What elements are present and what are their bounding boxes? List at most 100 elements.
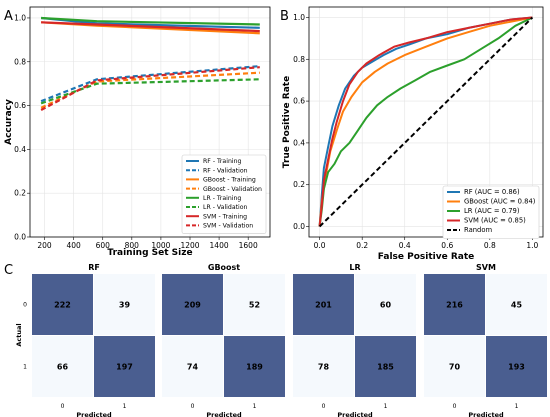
matrix-cell	[94, 336, 155, 397]
matrix-cell-value: 70	[449, 363, 461, 372]
matrix-cell-value: 185	[377, 363, 394, 372]
x-axis-label: Training Set Size	[107, 248, 192, 258]
x-tick-label: 1	[123, 403, 127, 410]
legend-box	[442, 185, 540, 239]
x-axis-label: Predicted	[76, 411, 112, 417]
legend-item: RF (AUC = 0.86)	[464, 188, 520, 196]
y-tick-label: 0.4	[14, 145, 26, 154]
y-tick-label: 0.6	[293, 97, 305, 106]
y-tick-label: 0.8	[14, 57, 26, 66]
panel-label-c: C	[4, 263, 13, 278]
x-tick-label: 600	[96, 241, 111, 250]
legend-item: GBoost (AUC = 0.84)	[464, 198, 536, 206]
matrix-cell	[293, 274, 354, 335]
roc-curve-chart: 0.0 0.2 0.4 0.6 0.8 1.0 0.0 0.2 0.4 0.6 0.8 1.0 Fals…	[282, 6, 544, 262]
matrix-cell-value: 222	[54, 301, 71, 310]
x-tick-label: 1400	[210, 241, 229, 250]
matrix-cell-value: 78	[318, 363, 330, 372]
x-axis-label: Predicted	[206, 411, 242, 417]
series-line	[40, 78, 260, 105]
x-tick-label: 0.8	[484, 241, 496, 250]
panel-label-b: B	[280, 9, 289, 24]
legend-item: SVM - Training	[203, 213, 247, 220]
roc-curve	[318, 16, 533, 227]
legend-item: SVM - Validation	[203, 223, 253, 230]
matrix-cell	[293, 336, 354, 397]
series-line	[40, 66, 260, 111]
legend-item: GBoost - Validation	[203, 186, 262, 193]
x-axis-label: Predicted	[468, 411, 504, 417]
y-tick-label: 0.0	[14, 233, 26, 242]
matrix-cell-value: 201	[315, 301, 332, 310]
y-axis-label: Actual	[15, 323, 23, 346]
x-tick-label: 1	[253, 403, 257, 410]
y-tick-label: 0.2	[14, 189, 26, 198]
matrix-title: SVM	[476, 263, 496, 272]
matrix-cell	[355, 274, 416, 335]
matrix-title: GBoost	[208, 263, 240, 272]
x-tick-label: 1.0	[526, 241, 538, 250]
plot-frame	[308, 6, 544, 238]
matrix-cell	[224, 274, 285, 335]
y-tick-label: 0.8	[293, 55, 305, 64]
legend-item: LR - Validation	[203, 204, 248, 211]
x-tick-label: 0	[191, 403, 195, 410]
y-axis-label: True Positive Rate	[282, 76, 292, 168]
y-tick-label: 1	[23, 364, 27, 371]
x-tick-label: 1600	[239, 241, 258, 250]
y-axis-label: Accuracy	[4, 99, 14, 145]
matrix-cell	[94, 274, 155, 335]
matrix-cell-value: 216	[446, 301, 463, 310]
x-tick-label: 200	[37, 241, 52, 250]
x-tick-label: 0	[322, 403, 326, 410]
matrix-cell	[355, 336, 416, 397]
matrix-cell-value: 74	[187, 363, 199, 372]
legend-item: RF - Training	[203, 158, 242, 165]
matrix-cell-value: 197	[116, 363, 133, 372]
legend-box	[181, 154, 267, 234]
matrix-title: RF	[88, 263, 100, 272]
matrix-cell-value: 52	[249, 301, 260, 310]
matrix-cell-value: 189	[246, 363, 263, 372]
x-tick-label: 0.2	[356, 241, 368, 250]
x-tick-label: 1200	[180, 241, 199, 250]
y-tick-label: 0.4	[293, 138, 305, 147]
matrix-cell	[224, 336, 285, 397]
plot-frame	[29, 6, 271, 238]
matrix-cell	[424, 274, 485, 335]
x-tick-label: 1	[384, 403, 388, 410]
matrix-cell	[162, 274, 223, 335]
series-line	[40, 71, 260, 109]
matrix-cell-value: 45	[511, 301, 523, 310]
matrix-cell-value: 60	[380, 301, 392, 310]
matrix-cell	[32, 336, 93, 397]
panel-label-a: A	[4, 9, 13, 24]
matrix-cell	[32, 274, 93, 335]
x-tick-label: 1	[515, 403, 519, 410]
matrix-cell	[486, 336, 547, 397]
x-tick-label: 1000	[151, 241, 170, 250]
x-tick-label: 400	[66, 241, 81, 250]
matrix-cell-value: 66	[57, 363, 69, 372]
y-tick-label: 0	[23, 302, 27, 309]
y-tick-label: 0.2	[293, 180, 305, 189]
series-line	[41, 21, 260, 33]
matrix-cell	[424, 336, 485, 397]
x-tick-label: 800	[125, 241, 140, 250]
confusion-matrices: RF 222 39 66 197 0 1 Predicted 0 1 Actual GBoost 209…	[15, 263, 547, 417]
matrix-cell-value: 209	[184, 301, 201, 310]
matrix-cell	[162, 336, 223, 397]
roc-curve	[318, 16, 533, 227]
x-tick-label: 0.6	[441, 241, 453, 250]
y-tick-label: 1.0	[293, 13, 305, 22]
series-line	[41, 16, 260, 26]
matrix-cell	[486, 274, 547, 335]
matrix-title: LR	[349, 263, 360, 272]
learning-curve-chart: 200 400 600 800 1000 1200 1400 1600 0.0 0.2 0.4 0.6…	[4, 6, 271, 258]
matrix-cell-value: 193	[508, 363, 525, 372]
roc-curve	[318, 16, 534, 228]
legend-item: RF - Validation	[203, 167, 248, 174]
x-tick-label: 0.0	[314, 241, 326, 250]
legend-item: Random	[464, 226, 493, 234]
